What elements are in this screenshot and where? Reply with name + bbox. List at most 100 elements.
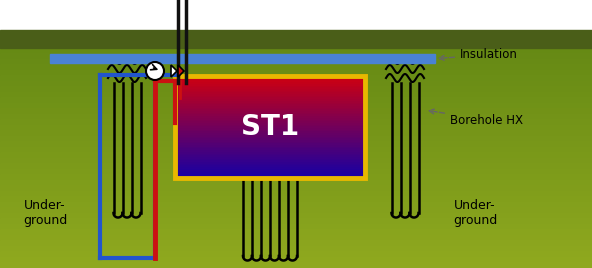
Bar [175,135,365,137]
Bar [0,119,592,125]
Bar [0,169,592,174]
Bar [175,105,365,107]
Bar [175,171,365,173]
Bar [175,133,365,136]
Bar [0,256,592,262]
Bar [175,87,365,90]
Bar [0,53,592,59]
Bar [0,147,592,152]
Bar [0,207,592,213]
Bar [0,196,592,202]
Bar [0,80,592,87]
Bar [0,158,592,163]
Bar [0,102,592,109]
Bar [175,103,365,105]
Bar [175,159,365,161]
Bar [175,94,365,96]
Bar [175,113,365,115]
Bar [175,110,365,112]
Bar [175,101,365,103]
Bar [175,76,365,78]
Bar [175,166,365,168]
Bar [175,157,365,159]
Bar [175,128,365,131]
Bar [0,234,592,240]
Text: Under-
ground: Under- ground [23,199,67,227]
Bar [175,77,365,79]
Bar [0,130,592,136]
Bar [0,47,592,54]
Bar [0,213,592,218]
Text: ST1: ST1 [241,113,299,141]
Bar [175,82,365,84]
Bar [175,162,365,164]
Bar [0,174,592,180]
Bar [175,142,365,144]
Bar [175,152,365,154]
Bar [175,86,365,88]
Bar [0,163,592,169]
Bar [0,262,592,268]
Bar [0,224,592,229]
Bar [175,111,365,113]
Bar [175,148,365,151]
Bar [175,89,365,91]
Text: Borehole HX: Borehole HX [429,109,523,126]
Bar [175,167,365,169]
Bar [0,136,592,142]
Bar [175,172,365,174]
Polygon shape [171,65,177,77]
Bar [175,176,365,178]
Bar [175,123,365,125]
Bar [0,69,592,76]
Bar [175,98,365,100]
Bar [175,99,365,102]
Bar [175,143,365,146]
Bar [175,137,365,139]
Bar [175,147,365,149]
Bar [175,108,365,110]
Bar [175,115,365,117]
Bar [175,155,365,158]
Bar [0,86,592,92]
Bar [175,145,365,147]
Bar [175,121,365,124]
Bar [0,218,592,224]
Bar [175,118,365,120]
Bar [175,106,365,108]
Bar [0,75,592,81]
Bar [175,120,365,122]
Bar [175,161,365,163]
Bar [0,97,592,103]
Bar [0,58,592,65]
Bar [175,79,365,81]
Bar [0,0,592,30]
Text: Insulation: Insulation [439,49,518,61]
Bar [175,140,365,142]
Bar [0,245,592,251]
Bar [0,191,592,196]
Bar [175,164,365,166]
Bar [0,108,592,114]
Bar [0,114,592,120]
Bar [0,251,592,257]
Bar [0,125,592,131]
Bar [175,138,365,141]
Bar [0,185,592,191]
Bar [175,116,365,118]
Circle shape [146,62,164,80]
Bar [175,84,365,86]
Bar [0,64,592,70]
Bar [175,76,365,178]
Bar [175,96,365,98]
Bar [0,202,592,207]
Bar [0,180,592,185]
Bar [0,91,592,98]
Text: Under-
ground: Under- ground [453,199,497,227]
Bar [175,91,365,93]
Bar [0,229,592,235]
Bar [0,30,592,48]
Bar [175,169,365,171]
Bar [175,154,365,156]
Bar [175,130,365,132]
